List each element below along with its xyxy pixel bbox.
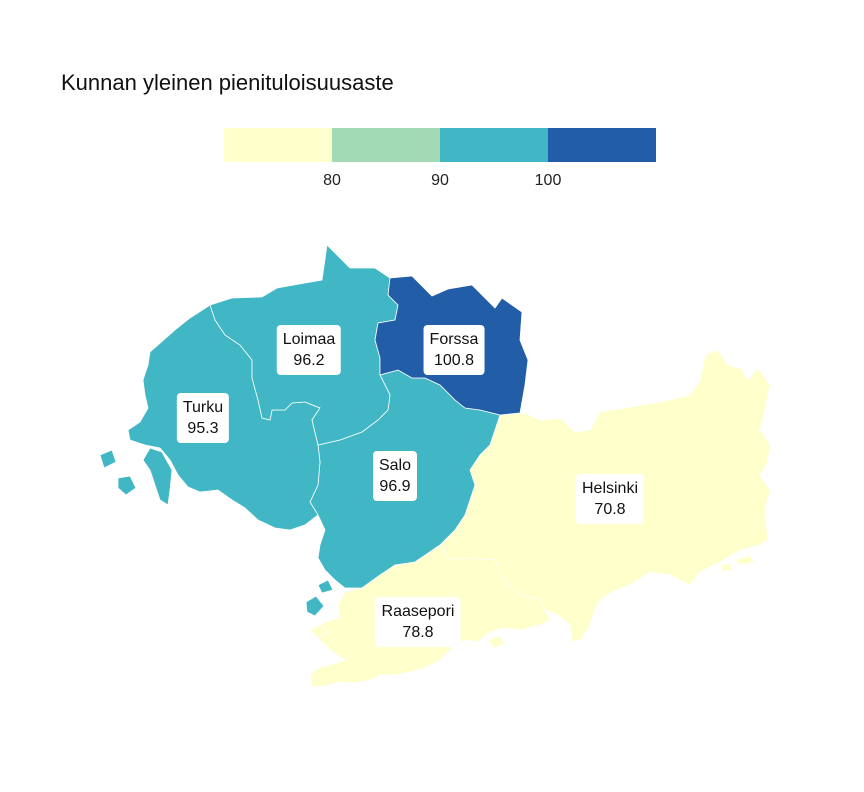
legend-bar (224, 128, 656, 162)
legend-tick-90: 90 (431, 172, 449, 189)
region-value: 70.8 (594, 501, 626, 518)
label-turku: Turku 95.3 (176, 393, 230, 443)
region-name: Helsinki (581, 480, 639, 497)
region-value: 95.3 (187, 420, 219, 437)
region-name: Turku (182, 399, 224, 416)
region-name: Salo (378, 457, 412, 474)
label-raasepori: Raasepori 78.8 (375, 597, 461, 647)
region-value: 96.2 (293, 352, 325, 369)
label-helsinki: Helsinki 70.8 (575, 474, 645, 524)
legend-tick-80: 80 (323, 172, 341, 189)
legend-tick-100: 100 (534, 172, 562, 189)
region-value: 96.9 (379, 478, 411, 495)
legend-segment-1 (224, 128, 332, 162)
map-title: Kunnan yleinen pienituloisuusaste (61, 70, 394, 95)
label-forssa: Forssa 100.8 (423, 325, 485, 375)
region-name: Forssa (429, 331, 479, 348)
region-value: 78.8 (402, 624, 434, 641)
legend-segment-4 (548, 128, 656, 162)
legend-segment-2 (332, 128, 440, 162)
region-name: Raasepori (381, 603, 455, 620)
label-salo: Salo 96.9 (372, 451, 418, 501)
color-legend: 80 90 100 (224, 128, 656, 198)
legend-segment-3 (440, 128, 548, 162)
label-loimaa: Loimaa 96.2 (276, 325, 342, 375)
region-name: Loimaa (282, 331, 336, 348)
region-value: 100.8 (433, 352, 475, 369)
